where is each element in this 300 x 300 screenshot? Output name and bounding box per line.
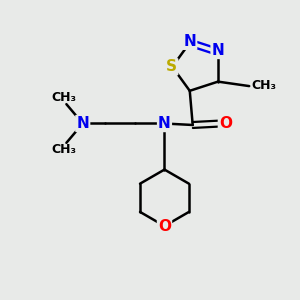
Text: O: O	[158, 218, 171, 233]
Text: S: S	[166, 59, 177, 74]
Text: CH₃: CH₃	[251, 79, 276, 92]
Text: N: N	[212, 43, 224, 58]
Text: N: N	[76, 116, 89, 131]
Text: N: N	[158, 116, 171, 131]
Text: O: O	[219, 116, 232, 131]
Text: CH₃: CH₃	[52, 143, 76, 156]
Text: CH₃: CH₃	[52, 91, 76, 104]
Text: N: N	[183, 34, 196, 49]
